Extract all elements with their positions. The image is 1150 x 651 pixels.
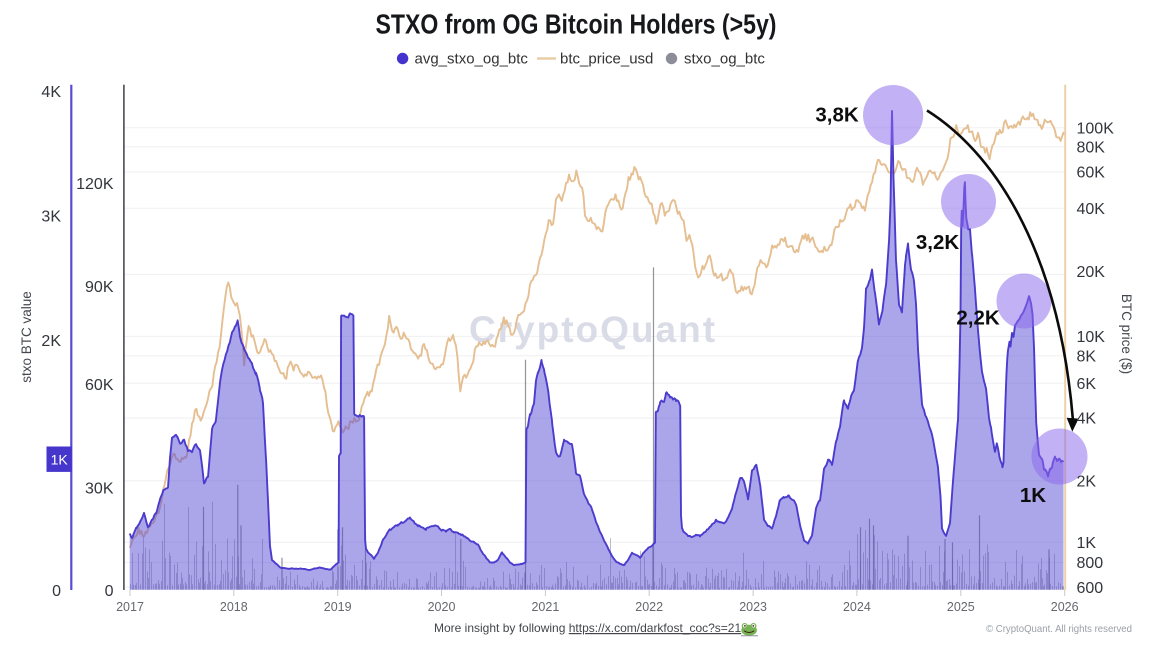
svg-text:2,2K: 2,2K xyxy=(956,307,999,330)
svg-text:0: 0 xyxy=(52,583,61,600)
svg-text:6K: 6K xyxy=(1077,376,1097,393)
svg-text:4K: 4K xyxy=(41,84,61,101)
svg-text:2026: 2026 xyxy=(1051,600,1079,614)
svg-text:2021: 2021 xyxy=(531,600,559,614)
svg-text:2019: 2019 xyxy=(324,600,352,614)
svg-text:2025: 2025 xyxy=(947,600,975,614)
svg-text:avg_stxo_og_btc: avg_stxo_og_btc xyxy=(415,51,529,68)
svg-text:2020: 2020 xyxy=(428,600,456,614)
svg-text:2024: 2024 xyxy=(843,600,871,614)
svg-text:30K: 30K xyxy=(85,481,114,498)
svg-text:10K: 10K xyxy=(1077,329,1106,346)
svg-text:600: 600 xyxy=(1077,580,1104,597)
svg-text:1K: 1K xyxy=(51,452,69,468)
svg-text:1K: 1K xyxy=(1077,535,1097,552)
svg-text:btc_price_usd: btc_price_usd xyxy=(560,51,653,68)
svg-text:1K: 1K xyxy=(1020,484,1046,507)
svg-text:40K: 40K xyxy=(1077,201,1106,218)
svg-text:3K: 3K xyxy=(41,209,61,226)
svg-text:80K: 80K xyxy=(1077,139,1106,156)
svg-text:800: 800 xyxy=(1077,555,1104,572)
svg-text:More insight by following http: More insight by following https://x.com/… xyxy=(434,621,741,635)
svg-text:2022: 2022 xyxy=(635,600,663,614)
svg-text:© CryptoQuant. All rights rese: © CryptoQuant. All rights reserved xyxy=(986,623,1132,635)
svg-text:120K: 120K xyxy=(76,176,114,193)
svg-text:stxo_og_btc: stxo_og_btc xyxy=(684,51,765,68)
svg-text:4K: 4K xyxy=(1077,411,1097,428)
svg-text:2018: 2018 xyxy=(220,600,248,614)
svg-text:90K: 90K xyxy=(85,279,114,296)
svg-text:8K: 8K xyxy=(1077,348,1097,365)
svg-text:2K: 2K xyxy=(41,333,61,350)
svg-text:CryptoQuant: CryptoQuant xyxy=(469,309,717,350)
svg-text:2023: 2023 xyxy=(739,600,767,614)
svg-text:BTC price ($): BTC price ($) xyxy=(1119,294,1134,374)
svg-text:3,2K: 3,2K xyxy=(916,231,959,254)
svg-text:2017: 2017 xyxy=(116,600,144,614)
svg-text:STXO from OG Bitcoin Holders (: STXO from OG Bitcoin Holders (>5y) xyxy=(376,9,777,40)
svg-text:60K: 60K xyxy=(85,377,114,394)
svg-text:20K: 20K xyxy=(1077,264,1106,281)
svg-text:stxo BTC value: stxo BTC value xyxy=(19,291,34,383)
svg-text:2K: 2K xyxy=(1077,473,1097,490)
svg-text:0: 0 xyxy=(105,583,114,600)
svg-text:60K: 60K xyxy=(1077,165,1106,182)
svg-text:100K: 100K xyxy=(1077,120,1115,137)
svg-text:3,8K: 3,8K xyxy=(815,104,858,127)
